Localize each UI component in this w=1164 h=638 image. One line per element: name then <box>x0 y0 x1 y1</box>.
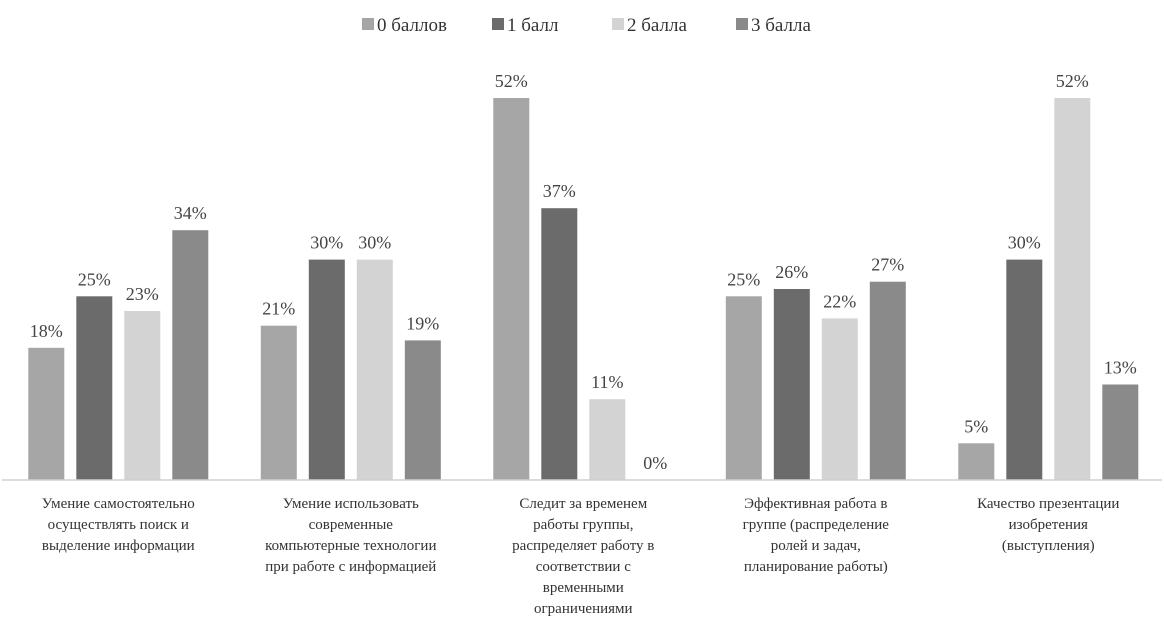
bar-2-2 <box>589 399 626 480</box>
legend-label-1: 1 балл <box>507 15 559 36</box>
bar-2-1 <box>541 208 578 480</box>
bar-4-2 <box>1054 98 1091 480</box>
data-label-3-2: 22% <box>823 291 856 311</box>
bar-1-3 <box>404 340 441 480</box>
data-label-3-0: 25% <box>727 269 760 289</box>
bar-4-0 <box>958 443 995 480</box>
data-label-0-1: 25% <box>78 269 111 289</box>
bar-0-3 <box>172 230 209 480</box>
bar-0-0 <box>28 347 65 480</box>
legend-swatch-3 <box>736 18 748 30</box>
category-label-1: Умение использовать современные компьютерн… <box>265 496 436 575</box>
data-label-3-3: 27% <box>871 255 904 275</box>
bars <box>28 98 1139 480</box>
data-label-0-3: 34% <box>174 203 207 223</box>
bar-1-2 <box>356 259 393 480</box>
data-label-4-2: 52% <box>1056 71 1089 91</box>
data-label-4-0: 5% <box>964 416 988 436</box>
legend-label-0: 0 баллов <box>377 15 447 36</box>
data-label-2-3: 0% <box>643 453 667 473</box>
bar-3-2 <box>821 318 858 480</box>
legend-label-3: 3 балла <box>751 15 811 36</box>
category-label-2: Следит за временем работы группы, распреде… <box>512 496 654 617</box>
data-label-0-0: 18% <box>30 321 63 341</box>
legend-swatch-2 <box>612 18 624 30</box>
data-label-1-0: 21% <box>262 299 295 319</box>
bar-3-0 <box>725 296 762 480</box>
bar-4-1 <box>1006 259 1043 480</box>
bar-3-1 <box>773 289 810 480</box>
data-label-2-0: 52% <box>495 71 528 91</box>
category-label-0: Умение самостоятельно осуществлять поиск … <box>42 496 195 554</box>
category-label-3: Эффективная работа в группе (распределени… <box>743 496 890 575</box>
data-label-1-2: 30% <box>358 233 391 253</box>
data-label-1-1: 30% <box>310 233 343 253</box>
data-label-1-3: 19% <box>406 313 439 333</box>
bar-2-0 <box>493 98 530 480</box>
data-label-4-1: 30% <box>1008 233 1041 253</box>
data-label-4-3: 13% <box>1104 358 1137 378</box>
bar-0-2 <box>124 311 161 480</box>
bar-1-0 <box>260 325 297 480</box>
data-label-2-1: 37% <box>543 181 576 201</box>
data-labels: 18% 25% 23% 34% 21% 30% 30% 19% 52% 37% 11% 0% 25% 26… <box>30 71 1137 473</box>
data-label-2-2: 11% <box>591 372 623 392</box>
data-label-3-1: 26% <box>775 262 808 282</box>
category-label-4: Качество презентации изобретения (выступле… <box>977 496 1119 554</box>
bar-4-3 <box>1102 384 1139 480</box>
bar-1-1 <box>308 259 345 480</box>
legend: 0 баллов 1 балл 2 балла 3 балла <box>362 15 811 36</box>
legend-label-2: 2 балла <box>627 15 687 36</box>
legend-swatch-1 <box>492 18 504 30</box>
data-label-0-2: 23% <box>126 284 159 304</box>
bar-0-1 <box>76 296 113 480</box>
legend-swatch-0 <box>362 18 374 30</box>
bar-3-3 <box>869 281 906 480</box>
category-labels: Умение самостоятельно осуществлять поиск … <box>42 496 1120 617</box>
